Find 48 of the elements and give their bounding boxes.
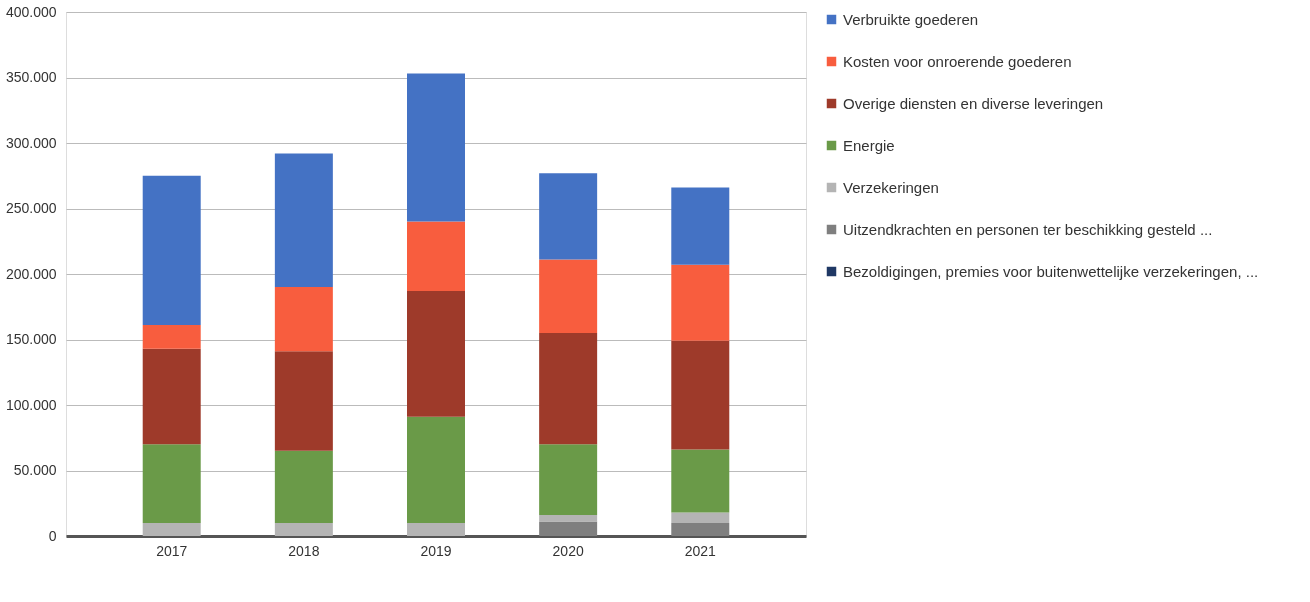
bar bbox=[671, 449, 730, 513]
x-tick-label: 2017 bbox=[156, 542, 188, 559]
bar bbox=[142, 325, 201, 349]
bar bbox=[407, 73, 465, 222]
bar bbox=[142, 444, 201, 523]
bar bbox=[274, 287, 333, 352]
bar bbox=[671, 187, 730, 265]
x-tick-label: 2021 bbox=[684, 542, 717, 559]
bar bbox=[539, 332, 598, 445]
y-tick-label: 0 bbox=[48, 527, 57, 544]
x-tick-label: 2020 bbox=[552, 542, 584, 559]
bar bbox=[539, 444, 598, 516]
y-tick-label: 200.000 bbox=[5, 265, 57, 282]
legend-label: Verzekeringen bbox=[843, 178, 939, 196]
legend-label: Kosten voor onroerende goederen bbox=[843, 52, 1072, 70]
bar bbox=[671, 264, 730, 341]
bar bbox=[407, 522, 465, 536]
bar bbox=[274, 153, 333, 288]
legend-label: Energie bbox=[843, 136, 895, 154]
bar bbox=[274, 522, 333, 536]
bar bbox=[407, 221, 465, 292]
bar bbox=[539, 521, 598, 536]
y-tick-label: 150.000 bbox=[5, 331, 57, 347]
x-tick-label: 2018 bbox=[288, 542, 320, 559]
legend-label: Verbruikte goederen bbox=[843, 10, 979, 28]
bar bbox=[142, 522, 201, 536]
bar bbox=[671, 522, 730, 536]
legend-label: Overige diensten en diverse leveringen bbox=[843, 94, 1104, 112]
bar bbox=[407, 416, 465, 523]
bar bbox=[671, 340, 730, 450]
y-tick-label: 250.000 bbox=[5, 200, 57, 216]
bar bbox=[539, 515, 598, 522]
legend-label: Uitzendkrachten en personen ter beschikking gesteld ... bbox=[843, 220, 1213, 238]
bar bbox=[274, 351, 333, 451]
y-tick-label: 100.000 bbox=[5, 396, 57, 413]
bar bbox=[274, 450, 333, 523]
bar bbox=[142, 348, 201, 445]
y-tick-label: 50.000 bbox=[13, 462, 57, 478]
bar bbox=[407, 291, 465, 417]
bar bbox=[142, 175, 201, 326]
x-tick-label: 2019 bbox=[420, 542, 452, 559]
bar bbox=[671, 512, 730, 523]
bar bbox=[539, 259, 598, 333]
y-tick-label: 400.000 bbox=[5, 3, 57, 20]
legend-label: Bezoldigingen, premies voor buitenwettelijke verzekeringen, ... bbox=[843, 262, 1259, 280]
bar bbox=[539, 173, 598, 260]
y-tick-label: 300.000 bbox=[5, 134, 57, 151]
y-tick-label: 350.000 bbox=[5, 69, 57, 85]
